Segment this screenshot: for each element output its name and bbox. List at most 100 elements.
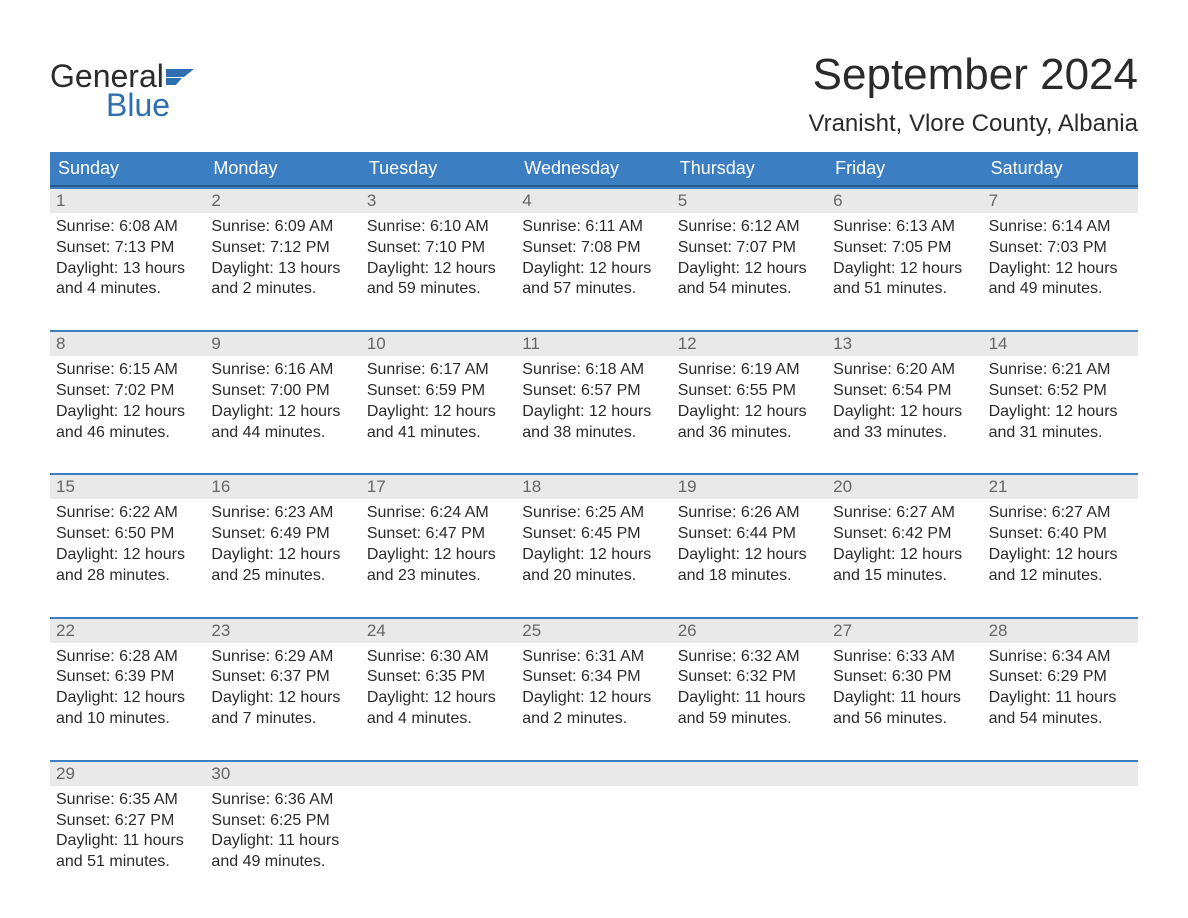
sunrise-text: Sunrise: 6:14 AM [989,217,1132,238]
day-number [827,762,982,786]
day-number: 11 [516,332,671,356]
daylight-minutes-text: and 51 minutes. [56,852,199,873]
day-cell: Sunrise: 6:23 AMSunset: 6:49 PMDaylight:… [205,499,360,592]
day-number: 19 [672,475,827,499]
day-number: 14 [983,332,1138,356]
weeks-container: 1234567Sunrise: 6:08 AMSunset: 7:13 PMDa… [50,187,1138,879]
sunrise-text: Sunrise: 6:35 AM [56,790,199,811]
week-row: 22232425262728Sunrise: 6:28 AMSunset: 6:… [50,617,1138,736]
sunset-text: Sunset: 6:25 PM [211,811,354,832]
weekday-monday: Monday [205,152,360,185]
sunset-text: Sunset: 6:40 PM [989,524,1132,545]
daylight-text: Daylight: 11 hours [211,831,354,852]
sunrise-text: Sunrise: 6:28 AM [56,647,199,668]
daylight-text: Daylight: 11 hours [678,688,821,709]
day-number [361,762,516,786]
daylight-text: Daylight: 12 hours [56,545,199,566]
day-number [983,762,1138,786]
daylight-minutes-text: and 38 minutes. [522,423,665,444]
sunset-text: Sunset: 7:02 PM [56,381,199,402]
day-cell: Sunrise: 6:31 AMSunset: 6:34 PMDaylight:… [516,643,671,736]
daylight-text: Daylight: 12 hours [211,545,354,566]
sunrise-text: Sunrise: 6:20 AM [833,360,976,381]
day-cell [827,786,982,879]
daylight-text: Daylight: 11 hours [989,688,1132,709]
daylight-minutes-text: and 41 minutes. [367,423,510,444]
daycells-row: Sunrise: 6:35 AMSunset: 6:27 PM Daylight:… [50,786,1138,879]
day-cell: Sunrise: 6:12 AMSunset: 7:07 PMDaylight:… [672,213,827,306]
weekday-saturday: Saturday [983,152,1138,185]
day-number: 29 [50,762,205,786]
daylight-text: Daylight: 12 hours [56,688,199,709]
day-number: 7 [983,189,1138,213]
sunset-text: Sunset: 6:59 PM [367,381,510,402]
day-cell [983,786,1138,879]
daylight-minutes-text: and 54 minutes. [678,279,821,300]
day-number: 2 [205,189,360,213]
day-cell: Sunrise: 6:14 AMSunset: 7:03 PMDaylight:… [983,213,1138,306]
day-cell [361,786,516,879]
daylight-minutes-text: and 7 minutes. [211,709,354,730]
daylight-minutes-text: and 25 minutes. [211,566,354,587]
daylight-minutes-text: and 46 minutes. [56,423,199,444]
title-block: September 2024 Vranisht, Vlore County, A… [808,50,1138,138]
daylight-text: Daylight: 12 hours [522,545,665,566]
day-cell: Sunrise: 6:09 AMSunset: 7:12 PMDaylight:… [205,213,360,306]
daylight-text: Daylight: 12 hours [678,259,821,280]
sunset-text: Sunset: 6:29 PM [989,667,1132,688]
sunrise-text: Sunrise: 6:30 AM [367,647,510,668]
day-number: 30 [205,762,360,786]
day-cell: Sunrise: 6:24 AMSunset: 6:47 PMDaylight:… [361,499,516,592]
sunrise-text: Sunrise: 6:29 AM [211,647,354,668]
day-number: 9 [205,332,360,356]
daylight-text: Daylight: 12 hours [522,259,665,280]
sunset-text: Sunset: 7:13 PM [56,238,199,259]
daynum-row: 1234567 [50,189,1138,213]
daylight-minutes-text: and 59 minutes. [367,279,510,300]
daylight-text: Daylight: 12 hours [989,402,1132,423]
daylight-text: Daylight: 13 hours [56,259,199,280]
weekday-sunday: Sunday [50,152,205,185]
day-cell [672,786,827,879]
sunset-text: Sunset: 7:00 PM [211,381,354,402]
daylight-minutes-text: and 44 minutes. [211,423,354,444]
sunrise-text: Sunrise: 6:22 AM [56,503,199,524]
daylight-text: Daylight: 11 hours [833,688,976,709]
day-number: 8 [50,332,205,356]
sunrise-text: Sunrise: 6:16 AM [211,360,354,381]
logo: General Blue [50,50,200,124]
sunset-text: Sunset: 6:57 PM [522,381,665,402]
sunrise-text: Sunrise: 6:10 AM [367,217,510,238]
daylight-text: Daylight: 12 hours [989,259,1132,280]
location: Vranisht, Vlore County, Albania [808,110,1138,138]
sunrise-text: Sunrise: 6:21 AM [989,360,1132,381]
sunrise-text: Sunrise: 6:08 AM [56,217,199,238]
sunset-text: Sunset: 6:39 PM [56,667,199,688]
day-cell: Sunrise: 6:19 AMSunset: 6:55 PMDaylight:… [672,356,827,449]
daylight-minutes-text: and 20 minutes. [522,566,665,587]
sunrise-text: Sunrise: 6:19 AM [678,360,821,381]
day-cell: Sunrise: 6:20 AMSunset: 6:54 PMDaylight:… [827,356,982,449]
daylight-text: Daylight: 12 hours [989,545,1132,566]
daylight-text: Daylight: 12 hours [678,545,821,566]
day-number: 28 [983,619,1138,643]
daylight-minutes-text: and 57 minutes. [522,279,665,300]
sunset-text: Sunset: 6:27 PM [56,811,199,832]
sunrise-text: Sunrise: 6:31 AM [522,647,665,668]
day-number: 27 [827,619,982,643]
sunrise-text: Sunrise: 6:15 AM [56,360,199,381]
daylight-text: Daylight: 12 hours [367,259,510,280]
daylight-text: Daylight: 13 hours [211,259,354,280]
daylight-text: Daylight: 12 hours [367,688,510,709]
day-cell: Sunrise: 6:18 AMSunset: 6:57 PMDaylight:… [516,356,671,449]
day-cell: Sunrise: 6:11 AMSunset: 7:08 PMDaylight:… [516,213,671,306]
day-number: 16 [205,475,360,499]
day-cell [516,786,671,879]
daylight-text: Daylight: 12 hours [367,402,510,423]
day-cell: Sunrise: 6:15 AMSunset: 7:02 PMDaylight:… [50,356,205,449]
day-number: 23 [205,619,360,643]
daylight-minutes-text: and 2 minutes. [522,709,665,730]
weekday-friday: Friday [827,152,982,185]
day-number: 24 [361,619,516,643]
sunrise-text: Sunrise: 6:09 AM [211,217,354,238]
